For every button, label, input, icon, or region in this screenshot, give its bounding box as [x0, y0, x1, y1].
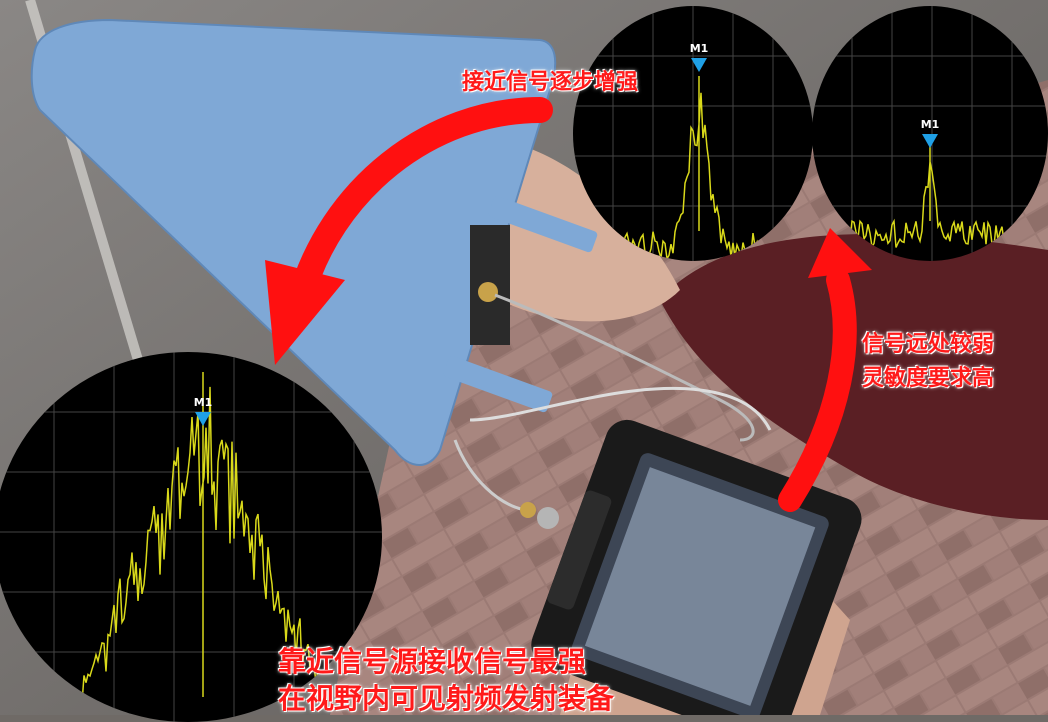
marker-triangle-icon — [922, 134, 938, 148]
marker-label: M1 — [920, 118, 940, 131]
marker-triangle-icon — [195, 412, 211, 426]
caption-far-weak-line1: 信号远处较弱 — [862, 332, 995, 357]
spectrum-scope-near: M1 — [0, 352, 382, 722]
spectrum-scope-far: M1 — [812, 6, 1048, 261]
spectrum-scope-mid: M1 — [573, 6, 813, 261]
curved-arrow-up-head — [808, 228, 872, 278]
caption-far-weak-line2: 灵敏度要求高 — [862, 366, 995, 391]
handheld-analyzer — [531, 419, 862, 715]
marker-label: M1 — [193, 396, 213, 409]
marker-triangle-icon — [691, 58, 707, 72]
curved-arrow-down-left-head — [265, 260, 345, 365]
curved-arrow-down-left-icon — [287, 97, 553, 313]
caption-closest-line2: 在视野内可见射频发射装备 — [278, 682, 615, 715]
caption-near-stronger: 接近信号逐步增强 — [462, 70, 639, 95]
marker-label: M1 — [689, 42, 709, 55]
caption-closest-line1: 靠近信号源接收信号最强 — [278, 645, 587, 678]
curved-arrow-up-icon — [778, 268, 857, 512]
